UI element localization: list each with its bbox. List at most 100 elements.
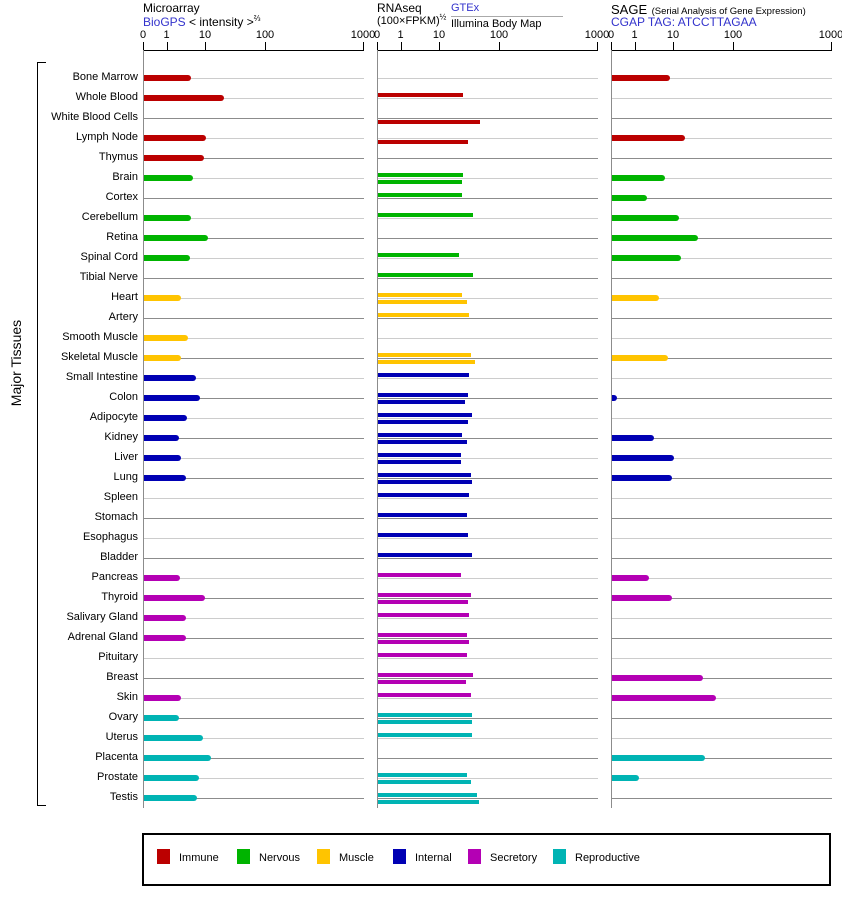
tissue-label: Liver <box>114 451 138 463</box>
bar-sage <box>612 135 685 141</box>
row-gridline <box>612 538 832 539</box>
bar-microarray <box>144 335 189 341</box>
legend-swatch <box>317 849 330 864</box>
axis-tick-label: 0 <box>607 29 615 41</box>
row-gridline <box>612 318 832 319</box>
bar-microarray <box>144 595 206 601</box>
bar-rnaseq-illumina <box>378 640 470 644</box>
tissue-label: Bladder <box>100 551 138 563</box>
row-gridline <box>378 398 598 399</box>
row-gridline <box>144 398 364 399</box>
axis-line <box>377 50 598 51</box>
tissue-label: Pituitary <box>98 651 138 663</box>
bar-rnaseq-gtex <box>378 553 472 557</box>
row-gridline <box>378 98 598 99</box>
bar-rnaseq-gtex <box>378 593 472 597</box>
legend-item-label: Internal <box>415 852 452 864</box>
row-gridline <box>612 378 832 379</box>
axis-tick-label: 10 <box>666 29 680 41</box>
row-gridline <box>612 738 832 739</box>
tissue-label: Ovary <box>108 711 138 723</box>
rnaseq-unit-label: (100×FPKM) <box>377 15 440 27</box>
row-gridline <box>144 98 364 99</box>
row-gridline <box>612 518 832 519</box>
microarray-unit-label: < intensity > <box>189 15 254 29</box>
row-gridline <box>378 358 598 359</box>
bar-microarray <box>144 355 182 361</box>
legend-item-label: Secretory <box>490 852 538 864</box>
row-gridline <box>378 458 598 459</box>
tissue-label: Uterus <box>105 731 138 743</box>
bar-microarray <box>144 155 205 161</box>
illumina-body-map-label: Illumina Body Map <box>451 18 542 30</box>
row-gridline <box>378 618 598 619</box>
axis-tick <box>166 42 168 50</box>
bar-microarray <box>144 575 180 581</box>
row-gridline <box>378 178 598 179</box>
tissue-label: Smooth Muscle <box>62 331 138 343</box>
tissue-label: Retina <box>106 231 138 243</box>
biogps-link[interactable]: BioGPS <box>143 15 186 29</box>
axis-tick <box>673 42 674 50</box>
row-gridline <box>144 378 364 379</box>
row-gridline <box>144 178 364 179</box>
bar-rnaseq-gtex <box>378 713 472 717</box>
axis-tick <box>733 42 734 50</box>
bar-microarray <box>144 175 193 181</box>
sage-title: SAGE <box>611 2 648 17</box>
row-gridline <box>144 298 364 299</box>
row-gridline <box>144 418 364 419</box>
row-gridline <box>612 678 832 679</box>
bar-microarray <box>144 635 186 641</box>
row-gridline <box>612 558 832 559</box>
row-gridline <box>144 798 364 799</box>
bar-rnaseq-illumina <box>378 460 461 464</box>
tissue-label: Lung <box>113 471 138 483</box>
row-gridline <box>378 738 598 739</box>
tissue-label: Whole Blood <box>75 91 138 103</box>
bar-rnaseq-gtex <box>378 733 472 737</box>
cgap-link[interactable]: CGAP <box>611 15 645 29</box>
bar-rnaseq-gtex <box>378 633 467 637</box>
panel-border <box>377 50 378 808</box>
bar-sage <box>612 595 673 601</box>
legend-item-label: Nervous <box>259 852 300 864</box>
row-gridline <box>144 678 364 679</box>
tissue-label: Spleen <box>103 491 138 503</box>
tissue-label: Thymus <box>98 151 138 163</box>
axis-tick-label: 0 <box>139 29 147 41</box>
bar-rnaseq-illumina <box>378 400 465 404</box>
bar-microarray <box>144 475 186 481</box>
rnaseq-title: RNAseq <box>377 1 422 15</box>
bar-sage <box>612 675 703 681</box>
bar-rnaseq-gtex <box>378 793 478 797</box>
bar-rnaseq-gtex <box>378 173 463 177</box>
row-gridline <box>612 238 832 239</box>
bar-rnaseq-gtex <box>378 353 472 357</box>
tissue-label: Placenta <box>95 751 138 763</box>
row-gridline <box>612 98 832 99</box>
bar-microarray <box>144 395 201 401</box>
bar-rnaseq-gtex <box>378 533 468 537</box>
row-gridline <box>144 258 364 259</box>
tissue-label: Spinal Cord <box>80 251 138 263</box>
row-gridline <box>378 418 598 419</box>
axis-tick-label: 10 <box>198 29 212 41</box>
axis-tick <box>597 42 598 50</box>
row-gridline <box>144 358 364 359</box>
bar-rnaseq-gtex <box>378 293 462 297</box>
tissue-label: Skin <box>116 691 138 703</box>
axis-tick-label: 1 <box>397 29 404 41</box>
legend-swatch <box>237 849 250 864</box>
row-gridline <box>144 218 364 219</box>
row-gridline <box>144 338 364 339</box>
tissue-label: White Blood Cells <box>51 111 138 123</box>
row-gridline <box>378 278 598 279</box>
row-gridline <box>612 198 832 199</box>
bar-rnaseq-gtex <box>378 473 472 477</box>
bar-microarray <box>144 715 180 721</box>
bar-microarray <box>144 215 191 221</box>
gtex-link[interactable]: GTEx <box>451 2 480 14</box>
tissue-label: Colon <box>109 391 138 403</box>
bar-microarray <box>144 455 182 461</box>
